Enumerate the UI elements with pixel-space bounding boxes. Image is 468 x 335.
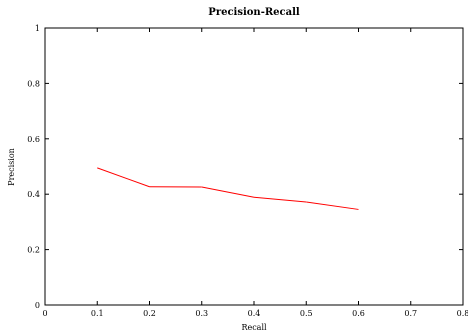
x-tick-label: 0.2 [143,309,156,318]
y-tick-label: 1 [35,24,40,33]
x-tick-label: 0.3 [195,309,208,318]
y-axis-label: Precision [7,148,16,186]
y-tick-label: 0.8 [27,79,40,88]
x-tick-label: 0.4 [248,309,261,318]
series-line-segment [253,196,307,203]
x-tick-label: 0 [42,309,47,318]
x-axis-label: Recall [241,323,267,332]
x-tick-label: 0.6 [352,309,365,318]
series-line-segment [306,201,359,210]
y-tick-label: 0.4 [27,190,40,199]
x-tick-label: 0.8 [457,309,468,318]
series-line-segment [201,186,255,198]
y-tick-label: 0.6 [27,135,40,144]
x-tick-label: 0.1 [91,309,104,318]
x-tick-label: 0.5 [300,309,313,318]
series-line-segment [97,167,150,188]
y-tick-label: 0 [35,301,40,310]
y-tick-label: 0.2 [27,246,40,255]
x-axis-ticks: 0 0.1 0.2 0.3 0.4 0.5 0.6 0.7 0.8 [42,28,468,318]
series-layer [97,167,359,210]
y-axis-ticks: 0 0.2 0.4 0.6 0.8 1 [27,24,463,310]
plot-frame [44,27,464,306]
chart-title: Precision-Recall [208,7,300,18]
x-tick-label: 0.7 [404,309,417,318]
